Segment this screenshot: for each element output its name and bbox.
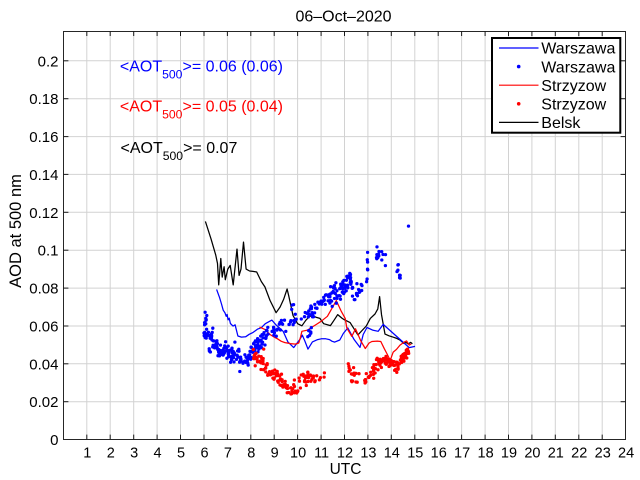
- svg-text:18: 18: [478, 445, 494, 461]
- svg-text:4: 4: [154, 445, 162, 461]
- svg-text:0.1: 0.1: [38, 243, 59, 260]
- svg-text:9: 9: [271, 445, 279, 461]
- svg-text:0.2: 0.2: [38, 53, 59, 70]
- svg-text:Belsk: Belsk: [541, 115, 581, 132]
- svg-text:12: 12: [337, 445, 353, 461]
- svg-text:6: 6: [200, 445, 208, 461]
- svg-text:Strzyzow: Strzyzow: [541, 78, 606, 95]
- svg-text:0.02: 0.02: [29, 394, 58, 411]
- svg-text:1: 1: [83, 445, 91, 461]
- svg-text:13: 13: [360, 445, 376, 461]
- svg-text:7: 7: [224, 445, 232, 461]
- svg-text:21: 21: [548, 445, 564, 461]
- svg-text:0.12: 0.12: [29, 205, 58, 222]
- svg-text:20: 20: [524, 445, 540, 461]
- svg-text:06–Oct–2020: 06–Oct–2020: [295, 9, 391, 26]
- svg-text:0.04: 0.04: [29, 356, 58, 373]
- svg-text:16: 16: [431, 445, 447, 461]
- svg-text:UTC: UTC: [330, 461, 362, 478]
- svg-text:19: 19: [501, 445, 517, 461]
- svg-text:2: 2: [107, 445, 115, 461]
- svg-text:Warszawa: Warszawa: [541, 59, 615, 76]
- svg-text:AOD at 500 nm: AOD at 500 nm: [7, 174, 25, 288]
- svg-text:0.16: 0.16: [29, 129, 58, 146]
- svg-text:0.06: 0.06: [29, 319, 58, 336]
- svg-text:Warszawa: Warszawa: [541, 41, 615, 58]
- svg-text:3: 3: [130, 445, 138, 461]
- svg-text:Strzyzow: Strzyzow: [541, 97, 606, 114]
- svg-text:0.14: 0.14: [29, 167, 58, 184]
- svg-text:0.08: 0.08: [29, 281, 58, 298]
- svg-text:22: 22: [571, 445, 587, 461]
- svg-text:11: 11: [314, 445, 329, 461]
- svg-text:23: 23: [595, 445, 611, 461]
- svg-text:15: 15: [407, 445, 423, 461]
- svg-text:8: 8: [247, 445, 255, 461]
- svg-text:24: 24: [618, 445, 634, 461]
- svg-text:0.18: 0.18: [29, 91, 58, 108]
- svg-text:17: 17: [454, 445, 470, 461]
- svg-text:0: 0: [50, 432, 58, 449]
- svg-text:5: 5: [177, 445, 185, 461]
- svg-text:10: 10: [290, 445, 306, 461]
- svg-text:14: 14: [384, 445, 400, 461]
